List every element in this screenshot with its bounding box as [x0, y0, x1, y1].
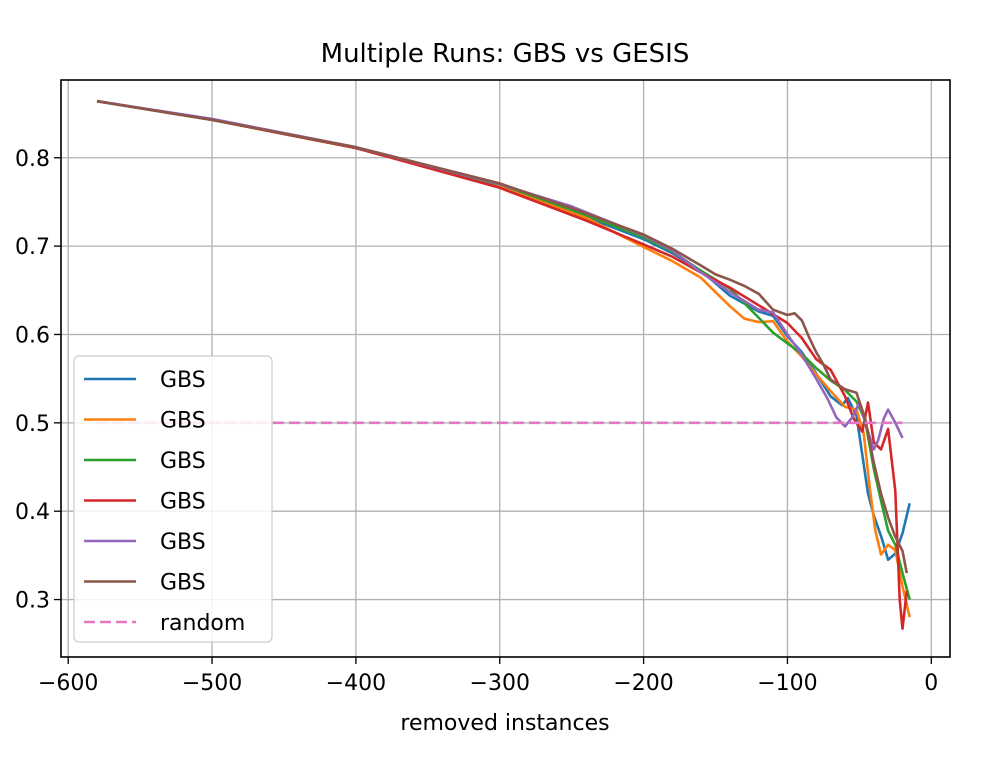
- x-tick-label: −500: [182, 671, 242, 696]
- series-line-4: [96, 99, 909, 630]
- chart-title: Multiple Runs: GBS vs GESIS: [321, 39, 690, 69]
- y-tick-label: 0.3: [15, 589, 50, 614]
- x-tick-label: −300: [470, 671, 530, 696]
- x-tick-label: −200: [613, 671, 673, 696]
- series-line-6: [96, 99, 909, 574]
- x-tick-label: −100: [757, 671, 817, 696]
- x-axis-label: removed instances: [400, 711, 609, 736]
- legend-label-6: GBS: [160, 571, 206, 596]
- y-tick-label: 0.6: [15, 323, 50, 348]
- legend-label-5: GBS: [160, 530, 206, 555]
- legend: GBS GBS GBS GBS GBS GBS random: [73, 355, 273, 643]
- ticks-layer: −600 −500 −400 −300 −200 −100 0 0.3 0.4 0.5 0.6 0.7…: [15, 147, 938, 696]
- x-tick-label: 0: [924, 671, 938, 696]
- legend-box: [73, 355, 273, 643]
- plot-area: [96, 99, 911, 630]
- axes-frame: [60, 79, 951, 658]
- legend-label-4: GBS: [160, 490, 206, 515]
- x-tick-label: −600: [38, 671, 98, 696]
- y-tick-label: 0.4: [15, 500, 50, 525]
- y-tick-label: 0.7: [15, 235, 50, 260]
- y-tick-label: 0.8: [15, 147, 50, 172]
- y-tick-label: 0.5: [15, 412, 50, 437]
- x-tick-label: −400: [326, 671, 386, 696]
- legend-label-1: GBS: [160, 368, 206, 393]
- legend-label-7: random: [160, 611, 245, 636]
- legend-label-2: GBS: [160, 409, 206, 434]
- legend-label-3: GBS: [160, 449, 206, 474]
